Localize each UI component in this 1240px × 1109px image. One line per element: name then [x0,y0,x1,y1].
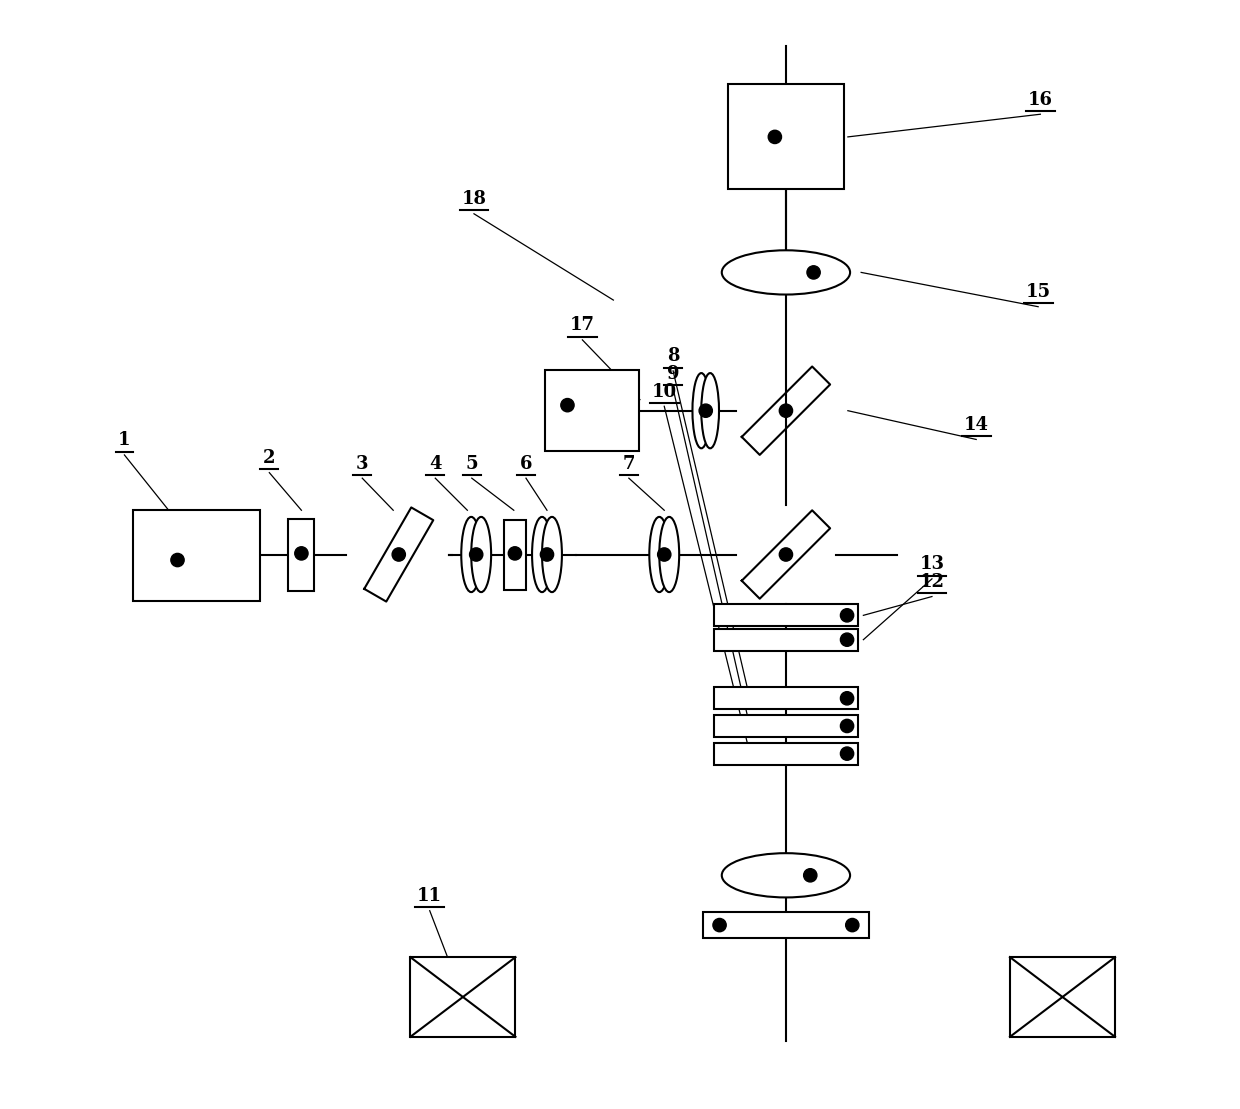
Bar [288,519,314,591]
Text: 16: 16 [1028,91,1053,109]
Ellipse shape [542,517,562,592]
Text: 18: 18 [461,191,486,208]
Bar [1009,957,1115,1037]
Text: 5: 5 [465,455,479,472]
Circle shape [779,404,792,417]
Circle shape [713,918,727,932]
Ellipse shape [471,517,491,592]
Circle shape [807,266,820,279]
Circle shape [560,398,574,411]
Bar [714,715,858,737]
Bar [714,604,858,627]
Ellipse shape [660,517,680,592]
Circle shape [171,553,185,567]
Bar [703,912,869,938]
Circle shape [769,130,781,143]
Bar [410,957,516,1037]
Circle shape [841,747,853,761]
Text: 15: 15 [1025,283,1050,302]
Ellipse shape [692,373,711,448]
Text: 3: 3 [356,455,368,472]
Circle shape [470,548,482,561]
Bar [503,520,526,590]
Circle shape [841,633,853,647]
Bar [133,510,260,601]
Bar [728,84,844,190]
Ellipse shape [650,517,670,592]
Circle shape [541,548,553,561]
Ellipse shape [461,517,481,592]
Ellipse shape [702,373,719,448]
Text: 13: 13 [919,556,945,573]
Circle shape [699,404,712,417]
Text: 6: 6 [520,455,532,472]
Circle shape [779,548,792,561]
Ellipse shape [532,517,552,592]
Text: 14: 14 [963,416,988,434]
Circle shape [657,548,671,561]
Circle shape [804,868,817,882]
Ellipse shape [722,251,851,295]
Text: 8: 8 [667,347,680,365]
Text: 4: 4 [429,455,441,472]
Text: 10: 10 [652,383,677,400]
Circle shape [841,692,853,705]
Circle shape [508,547,522,560]
Text: 17: 17 [570,316,595,334]
Ellipse shape [722,853,851,897]
Text: 7: 7 [622,455,635,472]
Bar [714,629,858,651]
Bar [714,688,858,710]
Circle shape [841,609,853,622]
Circle shape [295,547,308,560]
Text: 9: 9 [667,365,680,383]
Circle shape [392,548,405,561]
Circle shape [846,918,859,932]
Text: 1: 1 [118,431,130,449]
Bar [714,743,858,765]
Text: 12: 12 [919,573,945,591]
Bar [546,370,640,451]
Circle shape [841,720,853,733]
Text: 2: 2 [263,449,275,467]
Text: 11: 11 [417,887,443,905]
